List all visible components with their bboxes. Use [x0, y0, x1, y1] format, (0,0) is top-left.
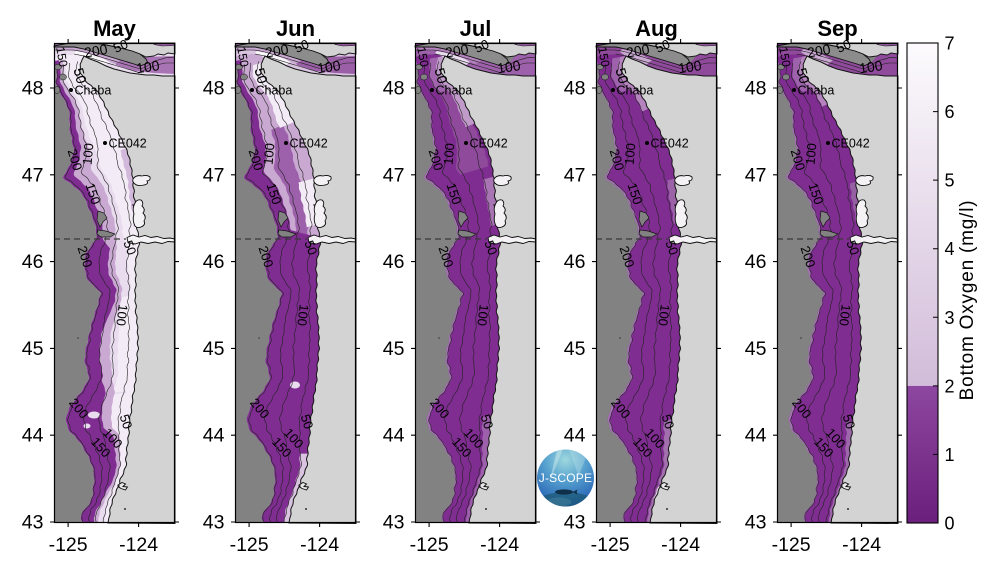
- svg-text:2: 2: [945, 376, 955, 396]
- svg-text:Sep: Sep: [817, 16, 857, 41]
- svg-text:Bottom Oxygen (mg/l): Bottom Oxygen (mg/l): [957, 200, 978, 401]
- svg-text:May: May: [93, 16, 137, 41]
- svg-text:J-SCOPE: J-SCOPE: [539, 471, 592, 485]
- svg-text:Jun: Jun: [276, 16, 315, 41]
- svg-text:0: 0: [945, 514, 955, 534]
- svg-text:Aug: Aug: [635, 16, 678, 41]
- svg-text:6: 6: [945, 102, 955, 122]
- svg-text:1: 1: [945, 445, 955, 465]
- svg-text:5: 5: [945, 171, 955, 191]
- svg-text:3: 3: [945, 308, 955, 328]
- svg-text:4: 4: [945, 239, 955, 259]
- svg-text:7: 7: [945, 34, 955, 54]
- svg-text:Jul: Jul: [460, 16, 492, 41]
